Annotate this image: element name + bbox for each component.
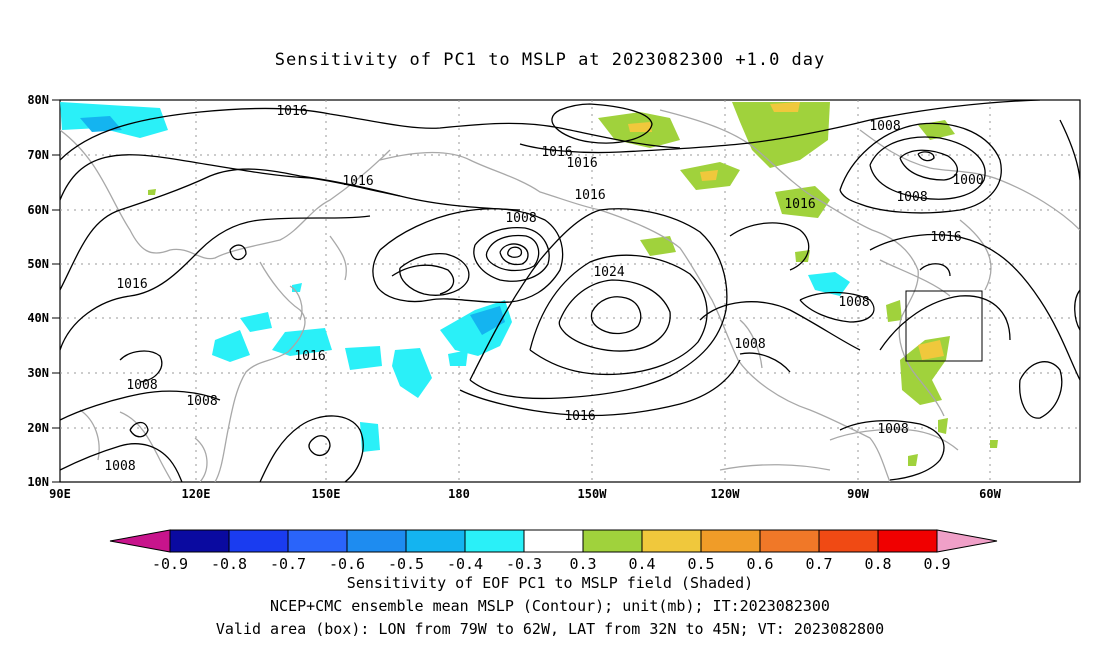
lat-label: 20N [27,421,49,435]
contour-label: 1016 [566,156,597,171]
lat-label: 40N [27,311,49,325]
colorbar-tick-label: -0.7 [270,555,306,573]
mslp-contours [60,100,1080,482]
colorbar-tick-label: 0.7 [805,555,832,573]
lon-label: 120E [182,487,211,501]
valid-area-box [905,290,983,362]
colorbar-segment [287,529,348,553]
chart-title: Sensitivity of PC1 to MSLP at 2023082300… [274,50,826,70]
contour-label: 1016 [116,277,147,292]
contour-label: 1008 [838,295,869,310]
contour-label: 1016 [564,409,595,424]
colorbar-tick-label: 0.9 [923,555,950,573]
negative-sensitivity-shading [60,102,850,452]
longitude-labels: 90E 120E 150E 180 150W 120W 90W 60W [49,487,1001,501]
lat-label: 60N [27,203,49,217]
colorbar-segment [169,529,230,553]
colorbar-tick-label: -0.8 [211,555,247,573]
colorbar-segment [464,529,525,553]
colorbar-tick-label: -0.9 [152,555,188,573]
positive-sensitivity-shading [148,102,998,466]
colorbar-segment [877,529,938,553]
colorbar-tick-label: -0.5 [388,555,424,573]
colorbar-tick-label: 0.6 [746,555,773,573]
caption-line-1: Sensitivity of EOF PC1 to MSLP field (Sh… [346,574,754,592]
lon-gridlines [195,100,991,482]
contour-labels: 1016 1016 1016 1016 1016 1016 1016 1016 … [104,104,983,474]
lat-label: 50N [27,257,49,271]
colorbar-segment [818,529,879,553]
colorbar-segment [759,529,820,553]
contour-label: 1008 [186,394,217,409]
colorbar-segment [346,529,407,553]
lon-label: 90E [49,487,71,501]
colorbar-segment [641,529,702,553]
contour-label: 1016 [541,145,572,160]
colorbar-tick-label: 0.4 [628,555,655,573]
lat-label: 80N [27,93,49,107]
lat-gridlines [60,154,1080,429]
caption-line-2: NCEP+CMC ensemble mean MSLP (Contour); u… [270,597,830,615]
colorbar-low-end [109,529,171,553]
colorbar-tick-label: -0.6 [329,555,365,573]
contour-label: 1008 [869,119,900,134]
colorbar-tick-label: -0.4 [447,555,483,573]
colorbar: -0.9 -0.8 -0.7 -0.6 -0.5 -0.4 -0.3 0.3 0.4 0.5 0.6… [109,529,998,573]
contour-label: 1016 [784,197,815,212]
contour-label: 1008 [734,337,765,352]
contour-label: 1024 [593,265,624,280]
colorbar-segment [523,529,584,553]
colorbar-segment [228,529,289,553]
contour-label: 1008 [126,378,157,393]
lat-label: 70N [27,148,49,162]
colorbar-high-end [936,529,998,553]
contour-label: 1016 [342,174,373,189]
lat-label: 30N [27,366,49,380]
contour-label: 1016 [574,188,605,203]
contour-label: 1008 [896,190,927,205]
lon-label: 180 [448,487,470,501]
colorbar-segment [700,529,761,553]
colorbar-segment [582,529,643,553]
colorbar-tick-label: -0.3 [506,555,542,573]
lat-ticks [52,99,60,483]
contour-label: 1016 [294,349,325,364]
lon-label: 120W [711,487,741,501]
lon-label: 90W [847,487,869,501]
lon-label: 60W [979,487,1001,501]
contour-label: 1000 [952,173,983,188]
lon-label: 150E [312,487,341,501]
lat-label: 10N [27,475,49,489]
contour-label: 1016 [930,230,961,245]
latitude-labels: 80N 70N 60N 50N 40N 30N 20N 10N [27,93,49,489]
colorbar-tick-label: 0.3 [569,555,596,573]
colorbar-tick-label: 0.5 [687,555,714,573]
colorbar-tick-label: 0.8 [864,555,891,573]
contour-label: 1016 [276,104,307,119]
lon-label: 150W [578,487,608,501]
contour-label: 1008 [104,459,135,474]
colorbar-segment [405,529,466,553]
contour-label: 1008 [877,422,908,437]
caption-line-3: Valid area (box): LON from 79W to 62W, L… [215,620,885,638]
contour-label: 1008 [505,211,536,226]
